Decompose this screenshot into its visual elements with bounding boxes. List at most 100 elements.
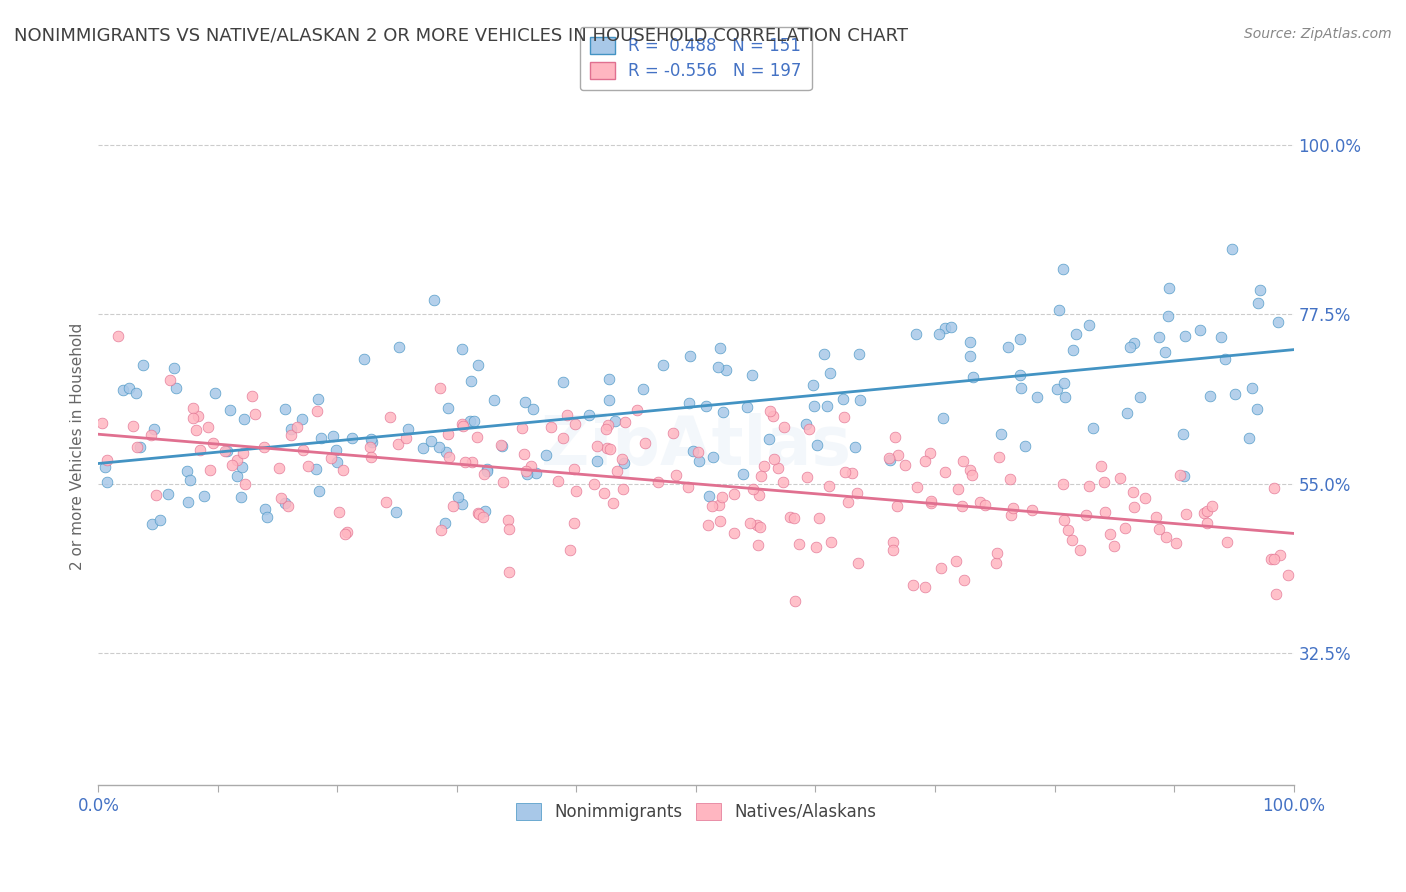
Point [270, 491, 292, 505]
Point [1025, 390, 1047, 404]
Point [128, 440, 150, 454]
Point [558, 543, 581, 558]
Point [1064, 327, 1087, 342]
Point [141, 517, 163, 532]
Point [1053, 390, 1076, 404]
Point [420, 434, 443, 448]
Point [747, 517, 769, 532]
Point [165, 381, 187, 395]
Point [962, 370, 984, 384]
Point [1198, 389, 1220, 403]
Point [412, 441, 434, 455]
Point [214, 444, 236, 458]
Point [709, 341, 731, 355]
Point [928, 326, 950, 341]
Point [1010, 381, 1032, 395]
Point [496, 513, 519, 527]
Point [474, 504, 496, 518]
Point [277, 499, 299, 513]
Point [598, 392, 620, 407]
Point [665, 467, 688, 482]
Point [596, 417, 619, 432]
Point [939, 320, 962, 334]
Point [586, 454, 609, 468]
Point [217, 443, 239, 458]
Point [952, 454, 974, 468]
Point [1078, 478, 1101, 492]
Point [198, 463, 221, 477]
Point [735, 400, 758, 414]
Point [779, 510, 801, 524]
Point [240, 389, 263, 403]
Point [1166, 536, 1188, 550]
Point [122, 418, 145, 433]
Point [849, 392, 872, 407]
Point [176, 494, 198, 508]
Point [634, 436, 657, 450]
Point [1000, 508, 1022, 523]
Point [551, 375, 574, 389]
Point [553, 431, 575, 445]
Point [1149, 522, 1171, 536]
Point [1102, 539, 1125, 553]
Point [311, 431, 333, 445]
Point [534, 448, 557, 462]
Point [820, 535, 842, 549]
Point [360, 435, 382, 450]
Point [1116, 406, 1139, 420]
Point [463, 414, 485, 428]
Point [429, 381, 451, 395]
Point [378, 409, 401, 424]
Point [1213, 351, 1236, 366]
Point [325, 442, 347, 457]
Point [513, 447, 536, 461]
Point [433, 516, 456, 530]
Point [1001, 500, 1024, 515]
Point [510, 421, 533, 435]
Point [1159, 281, 1181, 295]
Point [882, 543, 904, 558]
Point [1241, 381, 1264, 395]
Point [107, 328, 129, 343]
Point [225, 453, 247, 467]
Point [524, 466, 547, 480]
Point [163, 361, 186, 376]
Text: ZipAtlas: ZipAtlas [541, 413, 851, 479]
Point [752, 459, 775, 474]
Point [139, 428, 162, 442]
Point [585, 440, 607, 454]
Point [914, 580, 936, 594]
Point [231, 491, 253, 505]
Point [474, 467, 496, 481]
Point [959, 463, 981, 477]
Point [731, 467, 754, 482]
Point [231, 459, 253, 474]
Point [682, 444, 704, 458]
Point [1114, 521, 1136, 535]
Point [1090, 459, 1112, 474]
Point [472, 510, 495, 524]
Point [142, 422, 165, 436]
Point [974, 498, 997, 512]
Point [547, 474, 569, 488]
Point [749, 469, 772, 483]
Point [491, 439, 513, 453]
Point [291, 443, 314, 458]
Point [808, 511, 831, 525]
Point [430, 523, 453, 537]
Point [702, 450, 724, 465]
Point [700, 500, 723, 514]
Point [758, 432, 780, 446]
Point [929, 560, 952, 574]
Point [475, 464, 498, 478]
Point [1133, 491, 1156, 505]
Point [564, 483, 586, 498]
Point [335, 524, 357, 539]
Point [254, 501, 277, 516]
Point [768, 460, 790, 475]
Point [221, 458, 243, 472]
Point [969, 495, 991, 509]
Point [920, 496, 942, 510]
Point [953, 573, 976, 587]
Point [832, 409, 855, 424]
